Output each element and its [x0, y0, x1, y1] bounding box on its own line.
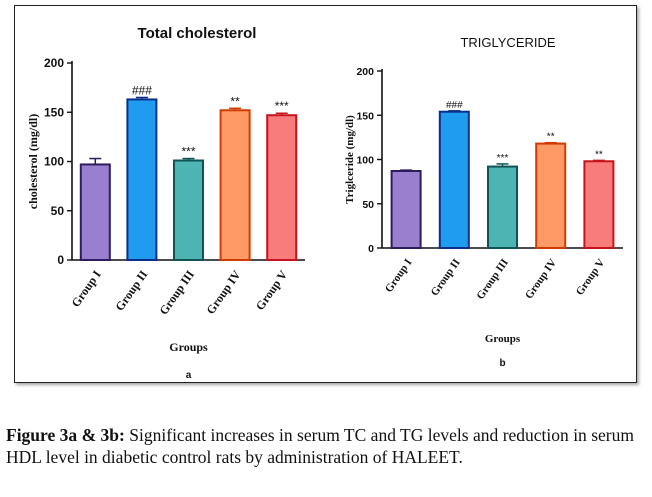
figure-frame: Total cholesterol 0 50 100 150 200 cholesterol… — [14, 5, 637, 383]
chart-a-y-axis-label: cholesterol (mg/dl) — [26, 114, 40, 209]
chart-b-bar — [535, 142, 567, 250]
caption-label: Figure 3a & 3b: — [6, 425, 125, 445]
chart-a-significance-label: ### — [132, 83, 152, 97]
chart-a-y-tick-label: 200 — [44, 56, 64, 70]
chart-a-x-tick-label: Group II — [112, 267, 150, 313]
chart-a-panel-label: a — [186, 370, 192, 381]
chart-b-x-tick-label: Group II — [429, 257, 463, 299]
chart-a-significance-label: ** — [230, 94, 240, 108]
chart-a-x-axis-label: Groups — [169, 340, 208, 354]
chart-b-y-tick-label: 50 — [362, 199, 374, 211]
chart-a-x-tick-label: Group I — [69, 267, 104, 309]
chart-a-y-tick-label: 100 — [44, 155, 64, 169]
figure-charts: Total cholesterol 0 50 100 150 200 cholesterol… — [26, 25, 623, 381]
chart-a-x-tick-label: Group IV — [203, 267, 243, 316]
chart-a-title: Total cholesterol — [138, 25, 257, 42]
chart-a-x-tick-label: Group III — [156, 267, 197, 317]
chart-b-y-tick-label: 0 — [368, 243, 374, 255]
chart-b-bar — [390, 170, 422, 250]
chart-b-bar — [438, 110, 470, 249]
chart-b-x-tick-label: Group V — [574, 257, 608, 298]
chart-b-y-axis-label: Triglceride (mg/dl) — [344, 115, 356, 204]
chart-b-x-axis-label: Groups — [485, 333, 521, 345]
chart-b-x-tick-label: Group III — [474, 257, 511, 302]
chart-b-title: TRIGLYCERIDE — [460, 35, 555, 50]
chart-a-y-tick-label: 150 — [44, 105, 64, 119]
chart-b-significance-label: *** — [497, 153, 509, 164]
chart-a-bar — [79, 163, 111, 261]
chart-b-bar — [487, 165, 518, 249]
chart-b-significance-label: ** — [595, 149, 603, 160]
chart-b-panel-label: b — [499, 358, 505, 369]
chart-a-bar — [266, 114, 298, 261]
chart-a-bar — [126, 98, 158, 261]
chart-a-bar — [173, 159, 204, 261]
chart-a-x-tick-label: Group V — [253, 267, 291, 312]
chart-a-y-tick-label: 0 — [57, 253, 64, 267]
chart-a-y-tick-label: 50 — [51, 204, 65, 218]
chart-b-y-tick-label: 200 — [356, 66, 374, 78]
chart-b-significance-label: ### — [446, 100, 463, 111]
chart-b-x-tick-label: Group IV — [523, 257, 559, 302]
chart-b-significance-label: ** — [547, 132, 555, 143]
chart-b-bar — [583, 160, 615, 250]
chart-a-significance-label: *** — [275, 99, 289, 113]
caption-text: Significant increases in serum TC and TG… — [6, 425, 634, 467]
chart-b-y-tick-label: 100 — [356, 155, 374, 167]
chart-a-significance-label: *** — [181, 145, 195, 159]
figure-caption: Figure 3a & 3b: Significant increases in… — [6, 424, 634, 468]
chart-a-bar — [219, 109, 251, 261]
chart-b-y-tick-label: 150 — [356, 110, 374, 122]
chart-b-x-tick-label: Group I — [383, 257, 415, 295]
